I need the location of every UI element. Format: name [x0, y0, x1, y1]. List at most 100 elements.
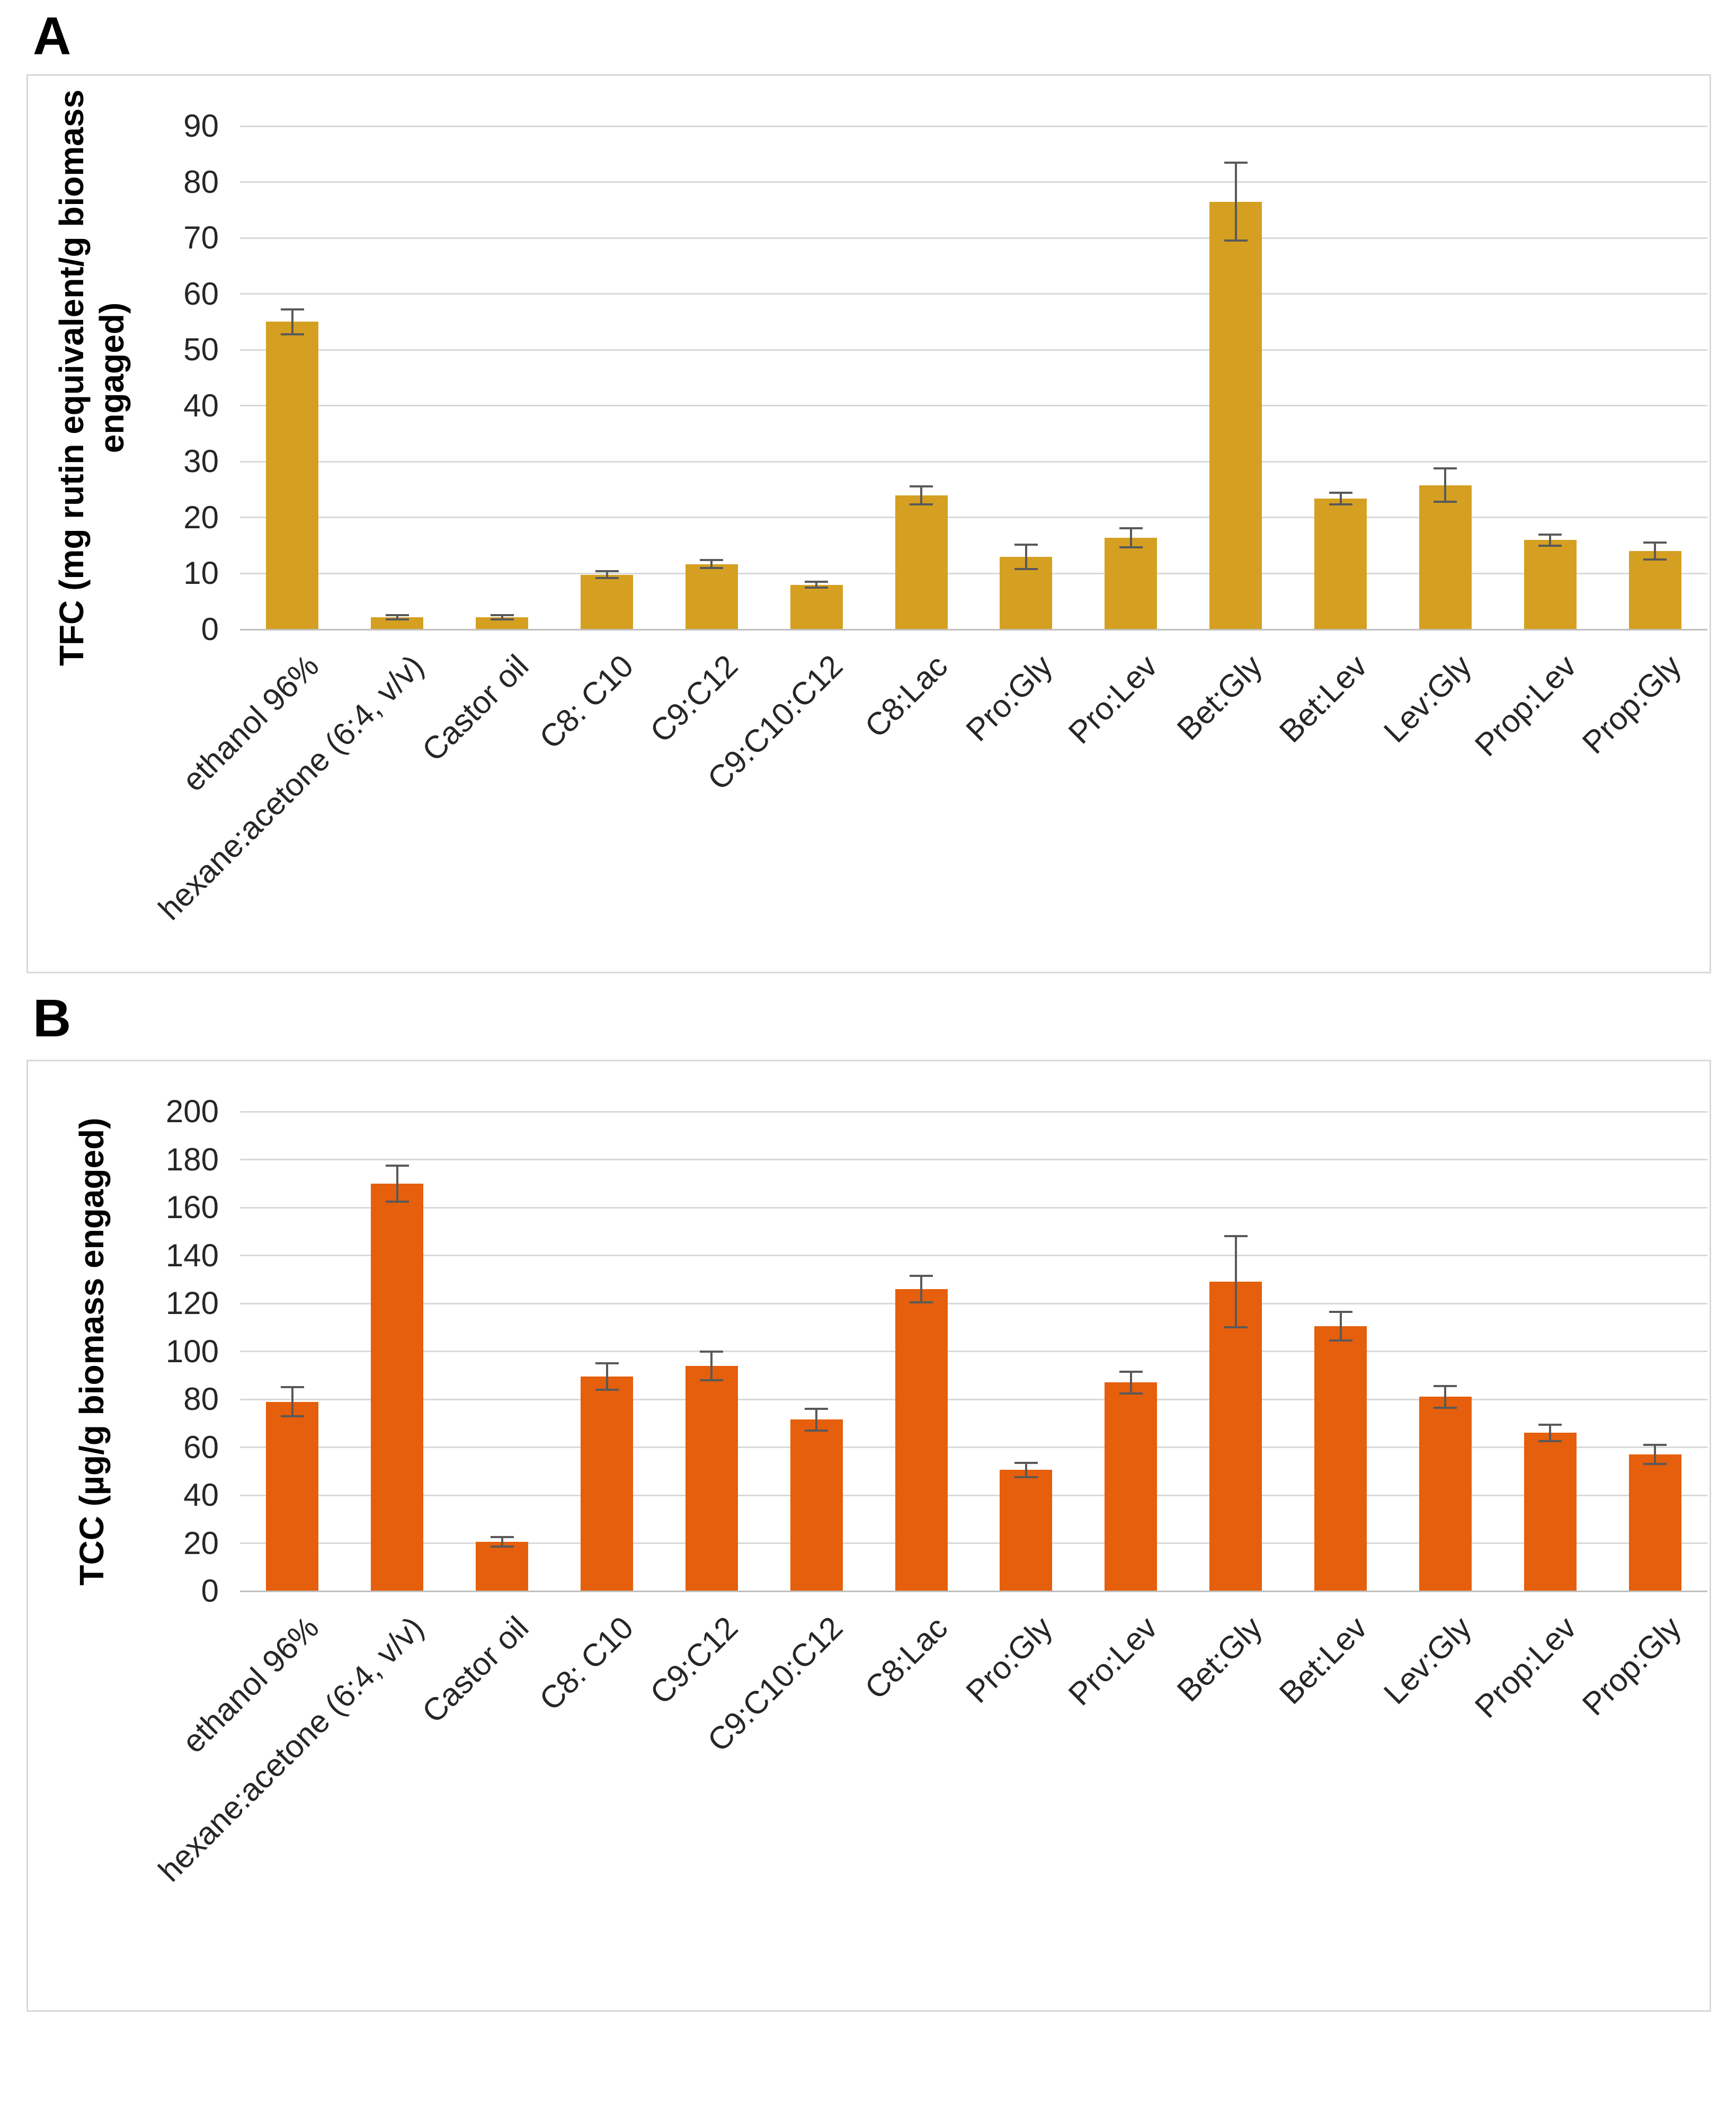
bar [1105, 537, 1158, 629]
error-bar [606, 571, 608, 578]
y-tick-label: 80 [183, 1381, 219, 1417]
error-bar-cap [280, 333, 304, 335]
error-bar-cap [490, 1546, 514, 1548]
y-axis-title-line: TFC (mg rutin equivalent/g biomass [52, 89, 91, 667]
error-bar-cap [910, 1301, 933, 1303]
error-bar [1339, 1311, 1342, 1341]
error-bar-cap [1643, 558, 1667, 561]
bar [685, 564, 738, 629]
error-bar-cap [385, 614, 409, 616]
error-bar [1129, 528, 1132, 547]
y-tick-label: 80 [183, 164, 219, 200]
error-bar-cap [1119, 527, 1143, 529]
error-bar-cap [1538, 1423, 1562, 1426]
bar [266, 1401, 319, 1591]
error-bar [1234, 162, 1237, 241]
error-bar-cap [1224, 1235, 1248, 1238]
y-tick-label: 40 [183, 387, 219, 423]
y-tick-label: 60 [183, 1429, 219, 1465]
error-bar-cap [700, 559, 724, 562]
error-bar-cap [1538, 1440, 1562, 1443]
error-bar [1654, 1444, 1657, 1464]
bar [895, 1289, 948, 1591]
y-gridline [240, 1206, 1707, 1209]
y-tick-label: 20 [183, 499, 219, 535]
y-gridline [240, 1255, 1707, 1256]
error-bar-cap [280, 1415, 304, 1417]
chart-b-plot-area: 0 20 40 60 80 100 120 140 160 180 200 ethanol 96% he… [28, 1061, 1710, 2010]
error-bar-cap [1434, 467, 1457, 469]
y-tick-label: 10 [183, 555, 219, 591]
error-bar [815, 582, 818, 588]
panel-b-label: B [33, 989, 72, 1048]
error-bar [920, 486, 923, 504]
error-bar [1549, 1424, 1552, 1442]
error-bar-cap [1538, 533, 1562, 536]
error-bar [815, 1409, 818, 1431]
panel-a-chart: 0 10 20 30 40 50 60 70 80 90 ethanol 96% hexane:ace… [26, 74, 1711, 973]
y-tick-label: 30 [183, 443, 219, 480]
error-bar-cap [1119, 1392, 1143, 1395]
error-bar-cap [595, 1362, 619, 1365]
error-bar-cap [805, 581, 829, 583]
panel-a-label: A [33, 6, 72, 66]
y-tick-label: 70 [183, 220, 219, 256]
error-bar-cap [1014, 1476, 1038, 1479]
y-tick-label: 200 [165, 1094, 219, 1129]
y-tick-label: 120 [165, 1285, 219, 1321]
y-gridline [240, 1302, 1707, 1304]
bar [1314, 499, 1367, 629]
y-gridline [240, 1542, 1707, 1544]
y-axis-title-line: TCC (µg/g biomass engaged) [73, 1117, 111, 1586]
error-bar-cap [595, 570, 619, 573]
x-category-label: Pro:Lev [1061, 1610, 1164, 1712]
y-tick-label: 90 [183, 108, 219, 144]
y-gridline [240, 349, 1707, 351]
error-bar [291, 1387, 293, 1416]
error-bar-cap [1643, 1463, 1667, 1466]
error-bar [1025, 1462, 1027, 1478]
error-bar [501, 1537, 503, 1547]
y-gridline [240, 1351, 1707, 1352]
bar [1314, 1326, 1367, 1591]
bar [790, 1419, 843, 1591]
error-bar [396, 615, 398, 619]
x-axis-line [240, 628, 1707, 631]
x-category-label: C8: C10 [532, 1610, 640, 1718]
error-bar-cap [1224, 161, 1248, 164]
error-bar-cap [1014, 1461, 1038, 1464]
bar [895, 495, 948, 629]
y-gridline [240, 237, 1707, 239]
bar [1524, 540, 1577, 629]
y-tick-label: 160 [165, 1189, 219, 1225]
y-axis-title: TCC (µg/g biomass engaged) [72, 1117, 112, 1585]
y-gridline [240, 181, 1707, 183]
error-bar-cap [1119, 1370, 1143, 1373]
y-tick-label: 140 [165, 1237, 219, 1273]
error-bar-cap [910, 503, 933, 505]
error-bar-cap [280, 308, 304, 311]
bar [1209, 201, 1262, 629]
bar [581, 1377, 633, 1591]
y-gridline [240, 125, 1707, 127]
error-bar-cap [1119, 546, 1143, 548]
x-category-label: Prop:Lev [1468, 1610, 1583, 1725]
error-bar-cap [490, 1536, 514, 1539]
y-tick-label: 100 [165, 1333, 219, 1369]
bar [266, 322, 319, 629]
error-bar [606, 1363, 608, 1390]
y-gridline [240, 572, 1707, 574]
x-category-label: Lev:Gly [1377, 1610, 1479, 1711]
bar [1628, 1454, 1681, 1591]
y-tick-label: 40 [183, 1477, 219, 1513]
y-axis-title: TFC (mg rutin equivalent/g biomass engage… [51, 90, 132, 666]
bar [581, 574, 633, 629]
error-bar-cap [700, 1350, 724, 1353]
y-gridline [240, 460, 1707, 463]
error-bar-cap [1014, 568, 1038, 570]
x-axis-line [240, 1590, 1707, 1592]
error-bar-cap [1329, 503, 1352, 505]
x-category-label: Pro:Gly [959, 1610, 1060, 1710]
error-bar-cap [700, 566, 724, 569]
error-bar-cap [1434, 501, 1457, 503]
